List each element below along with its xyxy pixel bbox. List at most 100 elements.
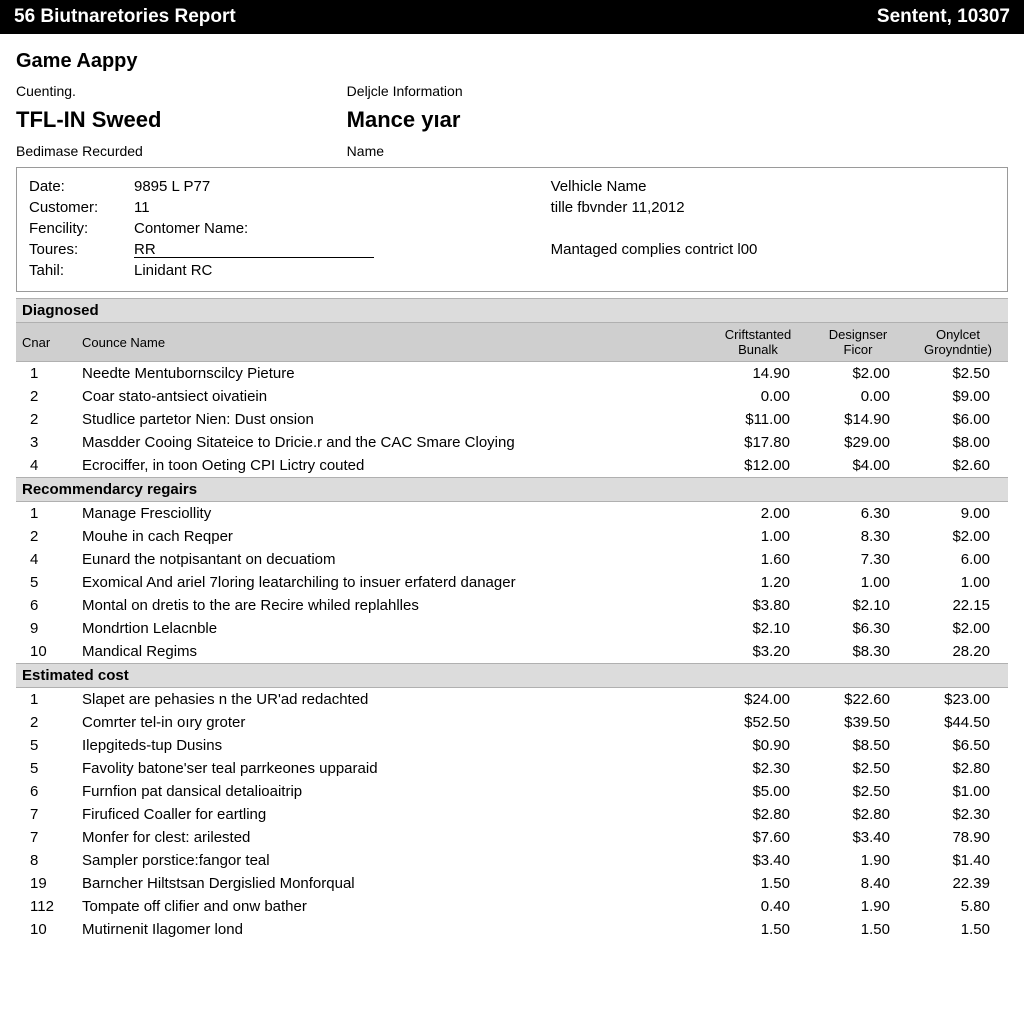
- cell-value: 1.50: [708, 872, 808, 895]
- info-value: 9895 L P77: [134, 178, 210, 195]
- cell-index: 6: [16, 594, 76, 617]
- info-row: Toures:RR: [29, 239, 551, 260]
- header-col2-label: Deljcle Information: [347, 83, 678, 99]
- cell-name: Masdder Cooing Sitateice to Dricie.r and…: [76, 431, 708, 454]
- cell-name: Furnfion pat dansical detalioaitrip: [76, 780, 708, 803]
- header-col1-sub: Bedimase Recurded: [16, 143, 347, 159]
- info-row: Date:9895 L P77: [29, 176, 551, 197]
- cell-value: $44.50: [908, 711, 1008, 734]
- cell-value: $2.50: [808, 780, 908, 803]
- cell-value: $52.50: [708, 711, 808, 734]
- cell-index: 3: [16, 431, 76, 454]
- table-row: 19Barncher Hiltstsan Dergislied Monforqu…: [16, 872, 1008, 895]
- cell-value: $23.00: [908, 688, 1008, 711]
- cell-index: 4: [16, 454, 76, 477]
- cell-value: $2.30: [908, 803, 1008, 826]
- title-bar: 56 Biutnaretories Report Sentent, 10307: [0, 0, 1024, 34]
- info-panel: Date:9895 L P77Customer:11Fencility:Cont…: [16, 167, 1008, 292]
- table-row: 3Masdder Cooing Sitateice to Dricie.r an…: [16, 431, 1008, 454]
- cell-value: 78.90: [908, 826, 1008, 849]
- cell-value: $2.80: [808, 803, 908, 826]
- cell-index: 2: [16, 385, 76, 408]
- cell-value: $8.30: [808, 640, 908, 663]
- table-row: 4Eunard the notpisantant on decuatiom1.6…: [16, 548, 1008, 571]
- cell-value: $3.20: [708, 640, 808, 663]
- cell-value: 6.00: [908, 548, 1008, 571]
- cell-name: Barncher Hiltstsan Dergislied Monforqual: [76, 872, 708, 895]
- info-label: Customer:: [29, 199, 134, 216]
- cell-index: 2: [16, 525, 76, 548]
- cell-name: Firuficed Coaller for eartling: [76, 803, 708, 826]
- table-row: 5Exomical And ariel 7loring leatarchilin…: [16, 571, 1008, 594]
- info-label: Date:: [29, 178, 134, 195]
- info-right-line: Mantaged complies contrict l00: [551, 239, 995, 260]
- header-col-1: Cuenting. TFL-IN Sweed Bedimase Recurded: [16, 83, 347, 159]
- cell-value: $2.80: [708, 803, 808, 826]
- cell-value: $12.00: [708, 454, 808, 477]
- cell-name: Tompate off clifier and onw bather: [76, 895, 708, 918]
- data-table: CnarCounce NameCriftstanted BunalkDesign…: [16, 323, 1008, 477]
- table-row: 9Mondrtion Lelacnble$2.10$6.30$2.00: [16, 617, 1008, 640]
- cell-value: $3.40: [708, 849, 808, 872]
- header-col2-sub: Name: [347, 143, 678, 159]
- cell-value: $2.50: [908, 362, 1008, 386]
- cell-value: $8.00: [908, 431, 1008, 454]
- cell-value: 1.20: [708, 571, 808, 594]
- cell-name: Ecrociffer, in toon Oeting CPI Lictry co…: [76, 454, 708, 477]
- cell-index: 6: [16, 780, 76, 803]
- cell-value: $2.10: [708, 617, 808, 640]
- info-value: 11: [134, 199, 150, 216]
- cell-value: $1.40: [908, 849, 1008, 872]
- cell-value: $17.80: [708, 431, 808, 454]
- table-row: 10Mutirnenit Ilagomer lond1.501.501.50: [16, 918, 1008, 941]
- cell-value: 1.00: [808, 571, 908, 594]
- cell-name: Comrter tel-in oıry groter: [76, 711, 708, 734]
- table-row: 8Sampler porstice:fangor teal$3.401.90$1…: [16, 849, 1008, 872]
- cell-value: $3.80: [708, 594, 808, 617]
- cell-value: 6.30: [808, 502, 908, 525]
- cell-value: $6.00: [908, 408, 1008, 431]
- cell-value: 1.00: [908, 571, 1008, 594]
- column-header: Designser Ficor: [808, 323, 908, 362]
- cell-value: 22.39: [908, 872, 1008, 895]
- cell-index: 5: [16, 571, 76, 594]
- info-value: RR: [134, 241, 374, 258]
- header-grid: Cuenting. TFL-IN Sweed Bedimase Recurded…: [16, 83, 1008, 159]
- page-body: Game Aappy Cuenting. TFL-IN Sweed Bedima…: [0, 34, 1024, 941]
- cell-index: 2: [16, 408, 76, 431]
- table-row: 5Ilepgiteds-tup Dusins$0.90$8.50$6.50: [16, 734, 1008, 757]
- cell-value: 1.50: [908, 918, 1008, 941]
- cell-value: 1.90: [808, 849, 908, 872]
- cell-value: $39.50: [808, 711, 908, 734]
- cell-value: $0.90: [708, 734, 808, 757]
- cell-name: Mondrtion Lelacnble: [76, 617, 708, 640]
- cell-index: 10: [16, 640, 76, 663]
- cell-name: Mutirnenit Ilagomer lond: [76, 918, 708, 941]
- info-label: Tahil:: [29, 262, 134, 279]
- cell-value: $9.00: [908, 385, 1008, 408]
- cell-index: 1: [16, 502, 76, 525]
- cell-value: 0.00: [808, 385, 908, 408]
- table-row: 2Coar stato-antsiect oivatiein0.000.00$9…: [16, 385, 1008, 408]
- section-header: Recommendarcy regairs: [16, 477, 1008, 502]
- header-col-2: Deljcle Information Mance yıar Name: [347, 83, 678, 159]
- column-header: Counce Name: [76, 323, 708, 362]
- cell-value: $1.00: [908, 780, 1008, 803]
- cell-index: 8: [16, 849, 76, 872]
- info-value: Contomer Name:: [134, 220, 248, 237]
- app-title: Game Aappy: [16, 50, 1008, 73]
- info-row: Customer:11: [29, 197, 551, 218]
- title-bar-right: Sentent, 10307: [877, 6, 1010, 28]
- cell-value: 8.40: [808, 872, 908, 895]
- cell-name: Mandical Regims: [76, 640, 708, 663]
- info-row: Tahil:Linidant RC: [29, 260, 551, 281]
- table-row: 112Tompate off clifier and onw bather0.4…: [16, 895, 1008, 918]
- cell-name: Exomical And ariel 7loring leatarchiling…: [76, 571, 708, 594]
- cell-value: $2.00: [908, 525, 1008, 548]
- column-header: Criftstanted Bunalk: [708, 323, 808, 362]
- header-col-3: [677, 83, 1008, 159]
- cell-value: 8.30: [808, 525, 908, 548]
- info-left: Date:9895 L P77Customer:11Fencility:Cont…: [29, 176, 551, 281]
- section-header: Diagnosed: [16, 298, 1008, 323]
- table-row: 10Mandical Regims$3.20$8.3028.20: [16, 640, 1008, 663]
